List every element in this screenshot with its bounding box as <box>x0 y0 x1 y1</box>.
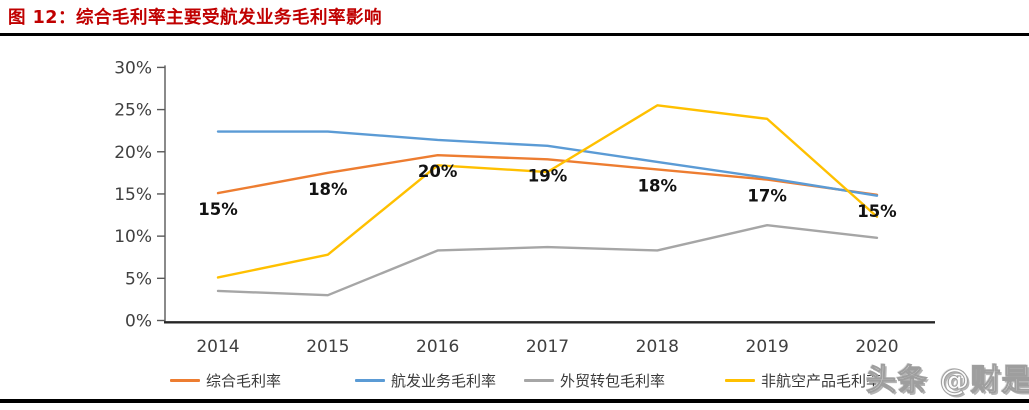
legend-label: 综合毛利率 <box>206 371 282 390</box>
x-axis-label: 2019 <box>746 337 789 357</box>
data-label: 18% <box>638 176 678 195</box>
data-label: 18% <box>308 180 348 199</box>
legend-label: 非航空产品毛利率 <box>761 371 882 390</box>
y-axis-tick-label: 15% <box>114 185 152 205</box>
legend-swatch-blue <box>355 378 385 382</box>
x-axis-label: 2014 <box>196 337 239 357</box>
y-axis-tick-label: 30% <box>114 58 152 78</box>
series-line-0 <box>216 153 879 196</box>
x-axis-label: 2020 <box>855 337 898 357</box>
data-label: 17% <box>747 187 787 206</box>
legend-swatch-yellow <box>725 378 755 382</box>
legend-label: 航发业务毛利率 <box>391 371 497 390</box>
legend-item-subcontract-margin: 外贸转包毛利率 <box>524 369 665 391</box>
title-divider <box>0 33 1029 36</box>
bottom-divider <box>0 399 1029 403</box>
series-line-2 <box>216 223 879 297</box>
chart-legend: 综合毛利率 航发业务毛利率 外贸转包毛利率 非航空产品毛利率 <box>0 369 1029 391</box>
figure-title: 图 12：综合毛利率主要受航发业务毛利率影响 <box>8 8 382 28</box>
legend-swatch-gray <box>524 378 554 382</box>
legend-item-composite-margin: 综合毛利率 <box>170 369 281 391</box>
series-line-1 <box>216 130 879 197</box>
y-axis-tick-label: 25% <box>114 101 152 121</box>
data-label: 19% <box>528 166 568 185</box>
data-label: 20% <box>418 162 458 181</box>
y-axis-tick-label: 20% <box>114 143 152 163</box>
legend-item-nonaviation-margin: 非航空产品毛利率 <box>725 369 881 391</box>
x-axis-label: 2016 <box>416 337 459 357</box>
legend-label: 外贸转包毛利率 <box>560 371 666 390</box>
data-label: 15% <box>198 200 238 219</box>
watermark: 头条 @财是 <box>865 363 1029 399</box>
legend-item-aeroengine-margin: 航发业务毛利率 <box>355 369 496 391</box>
y-axis-tick-label: 5% <box>125 269 152 289</box>
data-label: 15% <box>857 202 897 221</box>
x-axis-label: 2015 <box>306 337 349 357</box>
y-axis-tick-label: 0% <box>125 312 152 332</box>
legend-swatch-orange <box>170 378 200 382</box>
y-axis-tick-label: 10% <box>114 227 152 247</box>
x-axis-label: 2017 <box>526 337 569 357</box>
series-line-3 <box>216 104 879 279</box>
x-axis-label: 2018 <box>636 337 679 357</box>
